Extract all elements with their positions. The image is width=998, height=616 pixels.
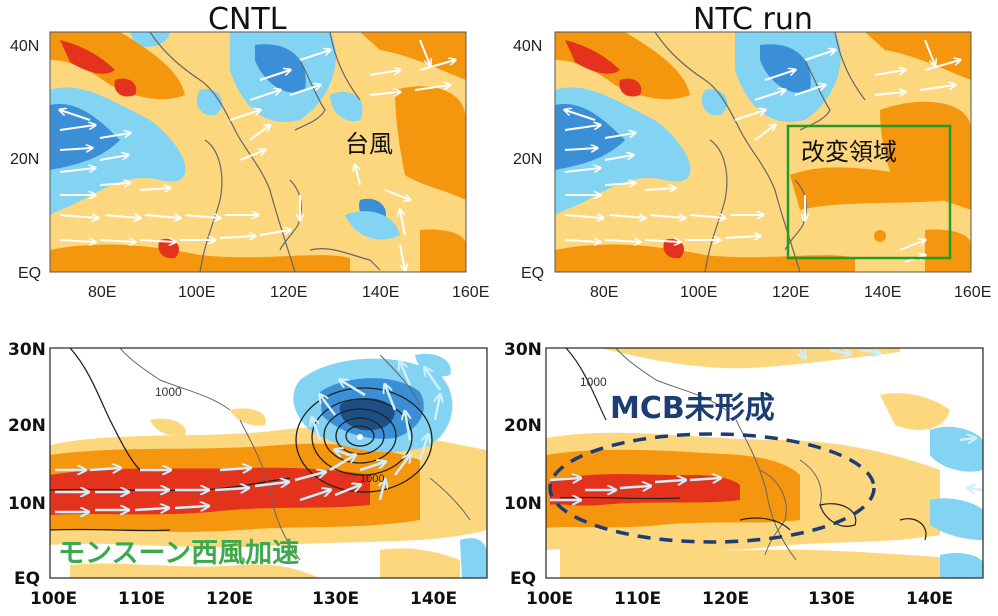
lon-label-80e: 80E <box>88 284 116 301</box>
lon-label-140e: 140E <box>864 284 901 301</box>
lat-label-30n: 30N <box>504 340 542 360</box>
contour-label-1000: 1000 <box>155 385 182 399</box>
lon-label-100e: 100E <box>680 284 717 301</box>
lat-label-eq: EQ <box>14 569 40 589</box>
lon-label-160e: 160E <box>954 284 991 301</box>
lat-label-eq: EQ <box>521 265 544 282</box>
lat-label-30n: 30N <box>8 340 46 360</box>
lon-label-160e: 160E <box>452 284 489 301</box>
lon-label-120e: 120E <box>702 589 749 609</box>
lat-label-eq: EQ <box>18 265 41 282</box>
lat-label-eq: EQ <box>510 569 536 589</box>
map-panel-cntl-top: 40N 20N EQ 80E 100E 120E 140E 160E 台風 <box>10 31 489 301</box>
lat-label-40n: 40N <box>10 38 39 55</box>
lat-label-20n: 20N <box>504 416 542 436</box>
lon-label-120e: 120E <box>206 589 253 609</box>
annotation-typhoon: 台風 <box>345 130 393 158</box>
lat-label-10n: 10N <box>8 494 46 514</box>
lat-label-20n: 20N <box>10 151 39 168</box>
lat-label-20n: 20N <box>513 151 542 168</box>
lon-label-120e: 120E <box>772 284 809 301</box>
lon-label-130e: 130E <box>312 589 359 609</box>
lon-label-140e: 140E <box>362 284 399 301</box>
lon-label-100e: 100E <box>526 589 573 609</box>
map-panel-cntl-bottom: 30N 20N 10N EQ 100E 110E 120E 130E 140E … <box>8 340 488 609</box>
lon-label-120e: 120E <box>270 284 307 301</box>
lon-label-110e: 110E <box>614 589 661 609</box>
lat-label-40n: 40N <box>513 38 542 55</box>
annotation-mcb-not-formed: MCB未形成 <box>610 391 775 426</box>
lat-label-10n: 10N <box>504 494 542 514</box>
map-panel-ntc-top: 40N 20N EQ 80E 100E 120E 140E 160E 改変領域 <box>513 31 991 301</box>
modified-region-box <box>786 124 952 260</box>
lon-label-100e: 100E <box>178 284 215 301</box>
lon-label-140e: 140E <box>410 589 457 609</box>
lon-label-110e: 110E <box>118 589 165 609</box>
annotation-modified-region: 改変領域 <box>801 138 897 166</box>
contour-label-1000: 1000 <box>580 375 607 389</box>
lon-label-100e: 100E <box>30 589 77 609</box>
lon-label-80e: 80E <box>590 284 618 301</box>
contour-label-1000-typhoon: 1000 <box>360 473 384 485</box>
lon-label-130e: 130E <box>808 589 855 609</box>
lat-label-20n: 20N <box>8 416 46 436</box>
map-panel-ntc-bottom: 30N 20N 10N EQ 100E 110E 120E 130E 140E … <box>504 340 984 609</box>
lon-label-140e: 140E <box>906 589 953 609</box>
panel-title-cntl: CNTL <box>208 2 287 37</box>
annotation-monsoon-westerly: モンスーン西風加速 <box>58 538 299 569</box>
panel-title-ntc-run: NTC run <box>693 2 813 37</box>
mcb-region-ellipse <box>548 432 876 544</box>
